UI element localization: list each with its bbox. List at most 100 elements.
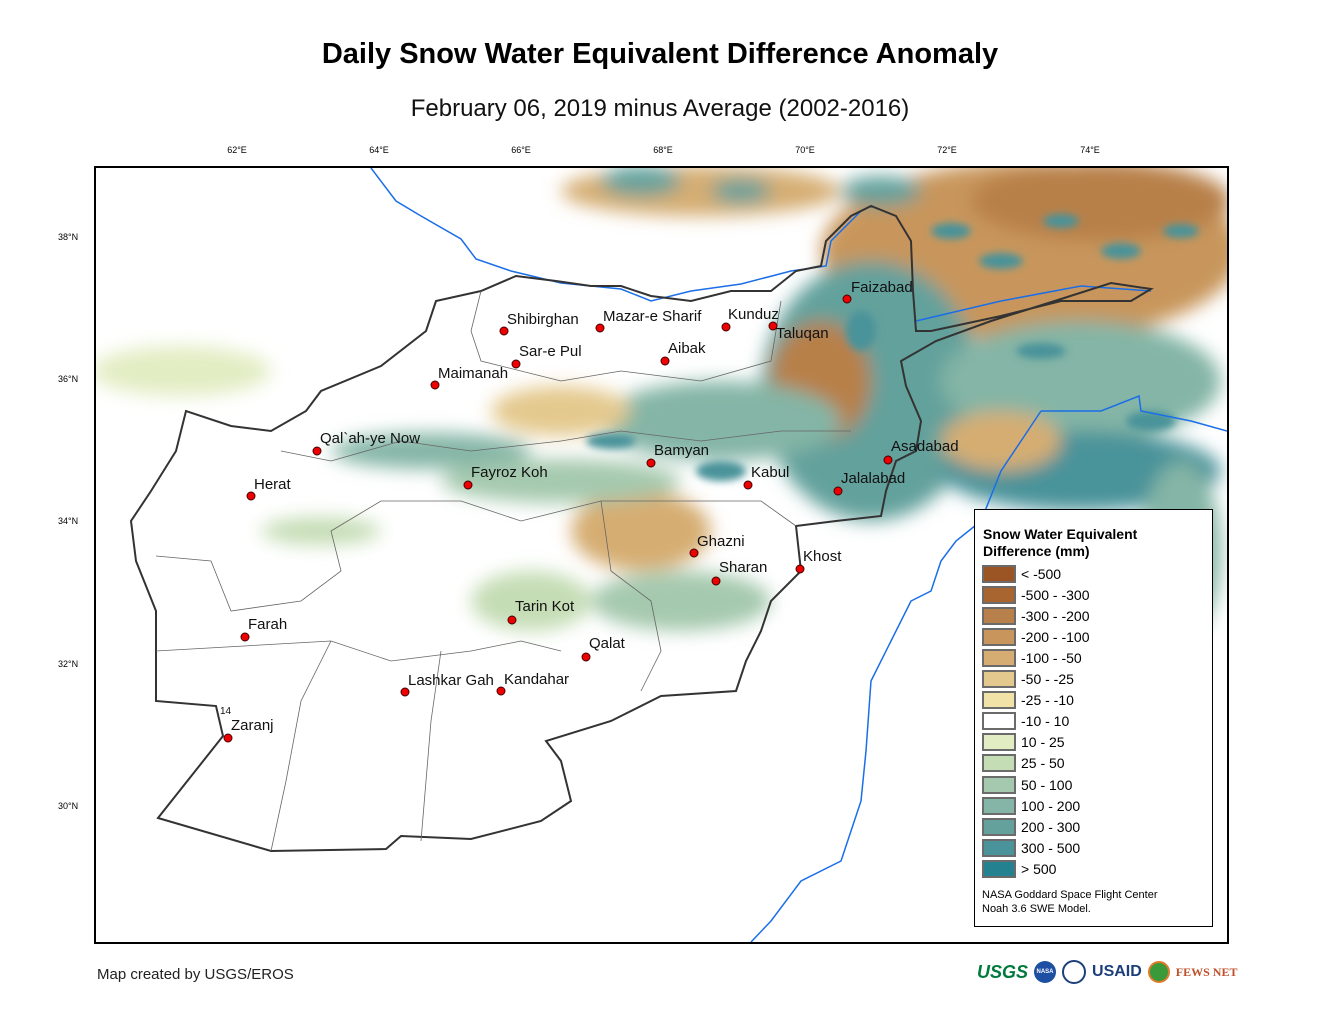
- city-label: Kandahar: [504, 671, 570, 688]
- city-label: Aibak: [668, 340, 706, 357]
- legend-swatch: [982, 585, 1016, 604]
- city-marker: [646, 458, 656, 468]
- city-label: Farah: [248, 616, 288, 633]
- city-label: Qalat: [589, 635, 625, 652]
- city-marker: [721, 322, 731, 332]
- city-marker: [223, 733, 233, 743]
- legend-item: 50 - 100: [982, 775, 1072, 794]
- legend-swatch: [982, 775, 1016, 794]
- city-marker: [711, 576, 721, 586]
- city-label: Asadabad: [891, 438, 959, 455]
- legend-item: < -500: [982, 564, 1061, 583]
- lat-tick: 36°N: [58, 374, 79, 384]
- usgs-logo: USGS: [977, 961, 1029, 982]
- lon-tick: 74°E: [1080, 145, 1100, 155]
- legend-swatch: [982, 606, 1016, 625]
- city-marker: [743, 480, 753, 490]
- city-marker: [795, 564, 805, 574]
- usaid-seal-icon: [1062, 960, 1087, 984]
- city-marker: [430, 380, 440, 390]
- city-label: Maimanah: [438, 365, 509, 382]
- city-label: Jalalabad: [841, 470, 906, 487]
- map-canvas: [96, 168, 1227, 942]
- city-label: Kabul: [751, 464, 790, 481]
- legend-item: 300 - 500: [982, 838, 1080, 857]
- legend-swatch: [982, 817, 1016, 836]
- legend-label: 200 - 300: [1021, 818, 1081, 835]
- city-label: Khost: [803, 548, 842, 565]
- legend-swatch: [982, 712, 1016, 731]
- lon-tick: 64°E: [369, 145, 389, 155]
- legend-swatch: [982, 670, 1016, 688]
- legend-item: 10 - 25: [982, 733, 1065, 752]
- city-label: Lashkar Gah: [408, 672, 494, 689]
- city-marker: [240, 632, 250, 642]
- city-label: Kunduz: [728, 306, 779, 323]
- city-marker: [499, 326, 509, 336]
- legend-item: > 500: [982, 859, 1056, 878]
- lat-tick: 32°N: [58, 659, 79, 669]
- lon-tick: 68°E: [653, 145, 673, 155]
- lon-tick: 72°E: [937, 145, 957, 155]
- city-label: Herat: [254, 476, 291, 493]
- legend-label: 10 - 25: [1021, 734, 1065, 751]
- city-marker: [768, 321, 778, 331]
- city-marker: [463, 480, 473, 490]
- map-subtitle: February 06, 2019 minus Average (2002-20…: [410, 95, 910, 122]
- city-label: Shibirghan: [507, 311, 579, 328]
- legend-swatch: [982, 564, 1016, 583]
- lon-tick: 62°E: [227, 145, 247, 155]
- legend-swatch: [982, 733, 1016, 752]
- nasa-logo: NASA: [1034, 961, 1057, 983]
- city-marker: [496, 686, 506, 696]
- legend-label: 300 - 500: [1021, 839, 1081, 856]
- fewsnet-logo: FEWS NET: [1175, 964, 1238, 979]
- legend-credit: NASA Goddard Space Flight Center Noah 3.6…: [982, 889, 1158, 915]
- legend-item: -200 - -100: [982, 627, 1089, 646]
- legend-swatch: [982, 796, 1016, 815]
- city-label: Fayroz Koh: [471, 464, 548, 481]
- city-marker: [581, 652, 591, 662]
- city-label: Taluqan: [776, 325, 829, 342]
- city-label: Faizabad: [851, 279, 913, 296]
- city-label: Qal`ah-ye Now: [320, 430, 421, 447]
- legend-item: -500 - -300: [982, 585, 1089, 604]
- city-label: Zaranj: [231, 717, 274, 734]
- city-label: Sharan: [719, 559, 768, 576]
- legend-label: 100 - 200: [1021, 797, 1081, 814]
- city-marker: [312, 446, 322, 456]
- city-marker: [595, 323, 605, 333]
- legend-title: Snow Water Equivalent Difference (mm): [983, 526, 1138, 559]
- legend-item: -300 - -200: [982, 606, 1089, 625]
- legend-label: 50 - 100: [1021, 776, 1073, 793]
- legend-item: -10 - 10: [982, 712, 1069, 731]
- map-title: Daily Snow Water Equivalent Difference A…: [321, 38, 999, 70]
- legend-item: -50 - -25: [982, 670, 1074, 689]
- afghanistan-border: [129, 204, 1154, 853]
- legend-label: -200 - -100: [1021, 628, 1090, 645]
- legend-swatch: [982, 627, 1016, 646]
- city-marker: [400, 687, 410, 697]
- legend-label: 25 - 50: [1021, 755, 1065, 772]
- legend-swatch: [982, 838, 1016, 857]
- legend-swatch: [982, 754, 1016, 773]
- legend-item: 25 - 50: [982, 754, 1065, 773]
- border-marker-label: 14: [220, 706, 232, 717]
- legend-label: -10 - 10: [1021, 713, 1070, 730]
- legend-label: -25 - -10: [1021, 692, 1074, 709]
- legend-swatch: [982, 648, 1016, 667]
- city-label: Mazar-e Sharif: [603, 308, 702, 325]
- map-credit: Map created by USGS/EROS: [97, 966, 294, 983]
- city-marker: [833, 486, 843, 496]
- usaid-logo: USAID: [1092, 963, 1142, 980]
- legend-item: 100 - 200: [982, 796, 1080, 815]
- city-marker: [842, 294, 852, 304]
- city-marker: [660, 356, 670, 366]
- city-label: Bamyan: [654, 442, 710, 459]
- city-marker: [507, 615, 517, 625]
- legend-label: < -500: [1021, 565, 1062, 582]
- city-marker: [689, 548, 699, 558]
- partner-logos: USGS NASA USAID FEWS NET: [977, 960, 1237, 984]
- swe-raster: [96, 168, 1227, 641]
